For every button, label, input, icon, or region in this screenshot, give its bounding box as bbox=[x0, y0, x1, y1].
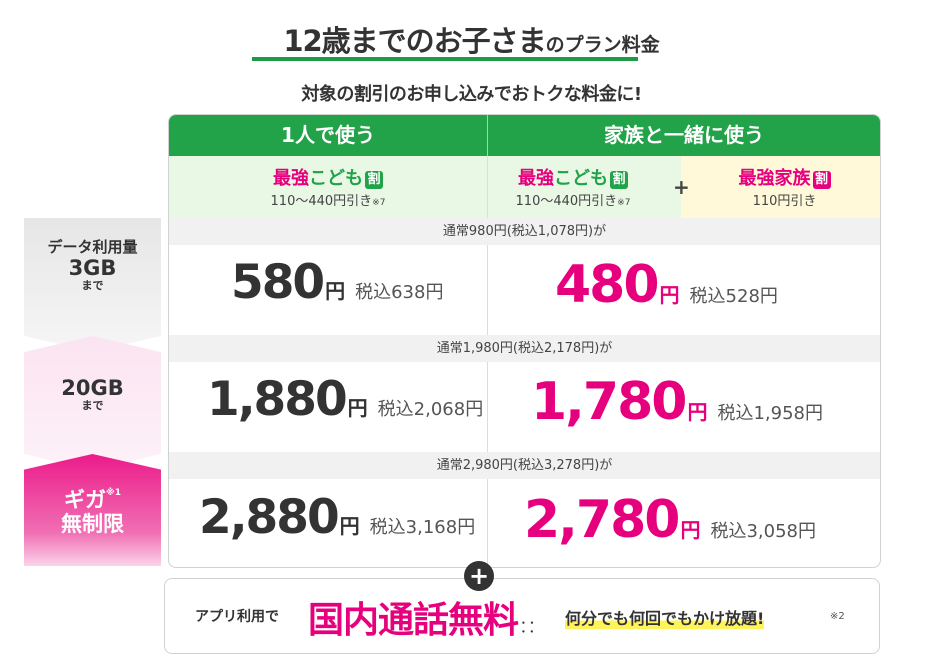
tier-label-bottom: まで bbox=[81, 279, 104, 293]
page-title: 12歳までのお子さまのプラン料金 bbox=[0, 18, 943, 60]
price-single-3gb: 580 円税込638円 bbox=[231, 255, 443, 310]
tax-included: 税込528円 bbox=[689, 286, 778, 307]
price-number: 580 bbox=[231, 255, 325, 310]
tier-label-3gb: データ利用量 3GB まで bbox=[24, 238, 161, 293]
tier-label-main: 20GB bbox=[61, 376, 124, 400]
yen-unit: 円 bbox=[325, 279, 346, 303]
title-underline bbox=[252, 57, 638, 61]
price-single-20gb: 1,880 円税込2,068円 bbox=[207, 372, 483, 427]
discount-note: ※7 bbox=[617, 198, 631, 208]
free-call-text: 国内通話無料 bbox=[308, 600, 519, 641]
column-header-family: 家族と一緒に使う bbox=[604, 123, 764, 147]
discount-detail: 110〜440円引き bbox=[270, 194, 373, 209]
price-number: 2,880 bbox=[199, 490, 340, 545]
family-discount-bg bbox=[681, 156, 880, 218]
domestic-call-box: アプリ利用で 国内通話無料 ⸬ 何分でも何回でもかけ放題! ※2 bbox=[164, 578, 880, 654]
tax-included: 税込638円 bbox=[355, 282, 444, 303]
regular-price-band: 通常2,980円(税込3,278円)が bbox=[169, 452, 880, 479]
yen-unit: 円 bbox=[659, 283, 680, 307]
plus-sign: + bbox=[673, 175, 690, 199]
unlimited-calls-text: 何分でも何回でもかけ放題! bbox=[565, 605, 765, 629]
price-family-20gb: 1,780 円税込1,958円 bbox=[531, 372, 823, 432]
sparkle-icon: ⸬ bbox=[518, 620, 534, 636]
plus-icon: + bbox=[464, 561, 494, 591]
yen-unit: 円 bbox=[680, 518, 701, 542]
regular-price-band: 通常1,980円(税込2,178円)が bbox=[169, 335, 880, 362]
discount-name-green: こども bbox=[554, 168, 608, 189]
call-note: ※2 bbox=[830, 611, 845, 622]
row-divider bbox=[487, 479, 488, 567]
row-divider bbox=[487, 362, 488, 452]
free-call-title: 国内通話無料 ⸬ bbox=[308, 591, 534, 643]
wari-badge: 割 bbox=[365, 171, 383, 189]
tier-label-top: データ利用量 bbox=[47, 238, 138, 256]
tax-included: 税込2,068円 bbox=[377, 399, 484, 420]
tier-label-20gb: 20GB まで bbox=[24, 376, 161, 413]
tier-label-main: ギガ bbox=[63, 488, 106, 512]
discount-name-family: 最強家族 bbox=[738, 168, 811, 189]
tax-included: 税込3,058円 bbox=[710, 521, 817, 542]
price-table: 1人で使う 家族と一緒に使う 最強こども割 110〜440円引き※7 最強こども… bbox=[168, 114, 881, 568]
discount-detail: 110〜440円引き bbox=[515, 194, 618, 209]
discount-name-pink: 最強 bbox=[273, 168, 309, 189]
tier-label-bottom: まで bbox=[81, 399, 104, 413]
discount-detail: 110円引き bbox=[752, 194, 817, 209]
kids-discount-family: 最強こども割 110〜440円引き※7 bbox=[488, 164, 658, 209]
column-header-single: 1人で使う bbox=[281, 123, 375, 147]
price-number: 2,780 bbox=[524, 490, 680, 550]
price-number: 1,880 bbox=[207, 372, 348, 427]
kids-discount-single: 最強こども割 110〜440円引き※7 bbox=[169, 164, 487, 209]
page-subtitle: 対象の割引のお申し込みでおトクな料金に! bbox=[301, 84, 642, 105]
yen-unit: 円 bbox=[687, 400, 708, 424]
app-usage-label: アプリ利用で bbox=[195, 609, 279, 625]
title-small: のプラン料金 bbox=[545, 34, 660, 56]
wari-badge: 割 bbox=[812, 171, 831, 189]
header-divider bbox=[487, 115, 488, 156]
regular-price-band: 通常980円(税込1,078円)が bbox=[169, 218, 880, 245]
table-header bbox=[169, 115, 880, 156]
tier-label-bottom: 無制限 bbox=[61, 512, 124, 537]
discount-row-bg bbox=[169, 156, 681, 218]
price-number: 480 bbox=[555, 255, 660, 315]
discount-name-green: こども bbox=[309, 168, 363, 189]
row-divider bbox=[487, 245, 488, 335]
yen-unit: 円 bbox=[347, 396, 368, 420]
family-discount: 最強家族割 110円引き bbox=[689, 164, 880, 209]
yen-unit: 円 bbox=[339, 514, 360, 538]
tax-included: 税込1,958円 bbox=[717, 403, 824, 424]
tax-included: 税込3,168円 bbox=[369, 517, 476, 538]
tier-label-unlimited: ギガ※1 無制限 bbox=[24, 488, 161, 536]
tier-label-bg-3gb bbox=[24, 218, 161, 352]
tier-label-main: 3GB bbox=[68, 256, 117, 281]
discount-name-pink: 最強 bbox=[518, 168, 554, 189]
price-family-unlimited: 2,780 円税込3,058円 bbox=[524, 490, 816, 550]
price-family-3gb: 480 円税込528円 bbox=[555, 255, 778, 315]
title-main: 12歳までのお子さま bbox=[283, 24, 546, 58]
wari-badge: 割 bbox=[610, 171, 628, 189]
discount-divider bbox=[487, 156, 488, 218]
tier-label-bg-unlimited bbox=[24, 454, 161, 566]
discount-note: ※7 bbox=[372, 198, 386, 208]
tier-label-bg-20gb bbox=[24, 336, 161, 470]
price-number: 1,780 bbox=[531, 372, 687, 432]
tier-label-note: ※1 bbox=[105, 488, 121, 498]
price-single-unlimited: 2,880 円税込3,168円 bbox=[199, 490, 475, 545]
